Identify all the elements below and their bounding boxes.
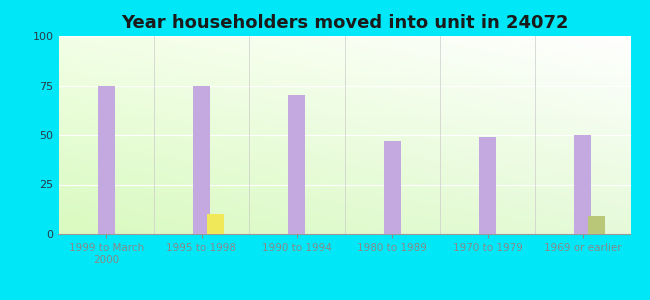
Bar (288, 95, 305, 234)
Bar (574, 135, 592, 234)
Bar (588, 216, 605, 234)
Bar (479, 137, 496, 234)
Bar (384, 141, 401, 234)
Title: Year householders moved into unit in 24072: Year householders moved into unit in 240… (121, 14, 568, 32)
Bar (193, 85, 210, 234)
Bar (207, 214, 224, 234)
Bar (98, 85, 115, 234)
